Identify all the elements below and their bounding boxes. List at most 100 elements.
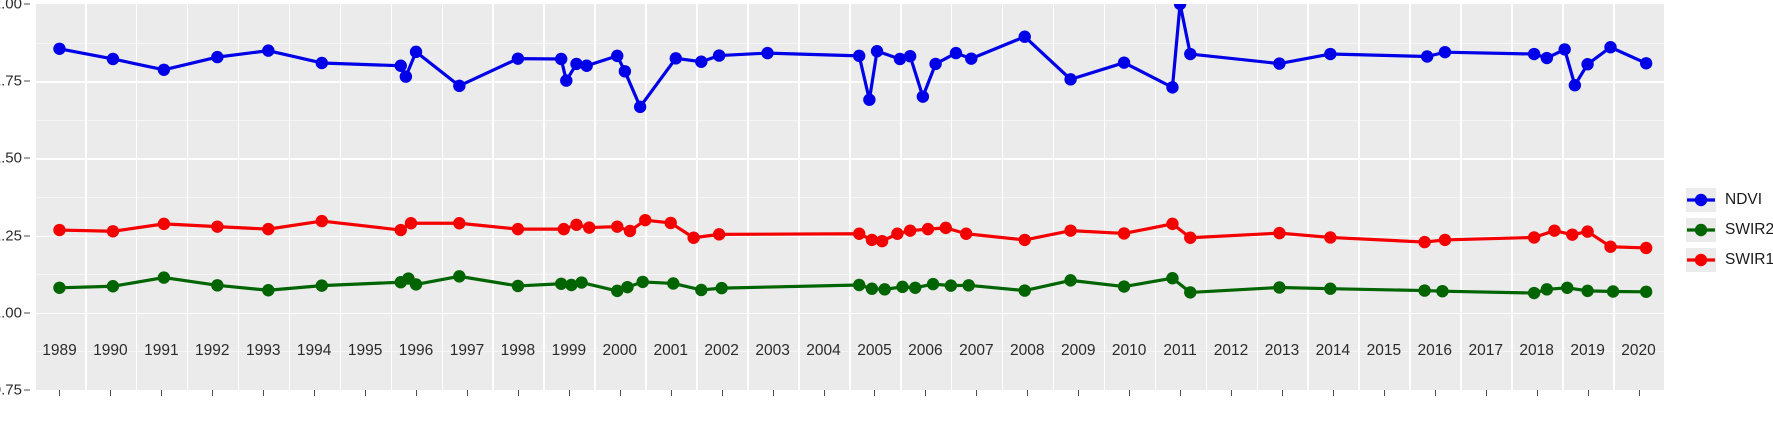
x-tick-mark [466, 390, 468, 396]
x-tick-mark [517, 390, 519, 396]
gridline-vertical [1205, 4, 1208, 390]
x-tick-mark [365, 390, 367, 396]
x-tick-label: 2001 [653, 342, 688, 359]
gridline-vertical [1562, 4, 1564, 390]
legend-item-swir2[interactable]: SWIR2 [1686, 218, 1773, 242]
x-tick-label: 1999 [551, 342, 587, 359]
legend-marker-icon [1686, 248, 1716, 272]
data-point [211, 279, 224, 292]
data-point [865, 233, 879, 247]
data-point [916, 90, 930, 103]
series-swir1 [53, 213, 1653, 255]
data-point [570, 57, 583, 71]
gridline-vertical [135, 4, 138, 390]
data-point [583, 221, 596, 234]
gridline-vertical [594, 4, 596, 390]
data-point [453, 217, 466, 230]
gridline-vertical [1154, 4, 1157, 390]
data-point [1420, 50, 1434, 63]
data-point [1436, 284, 1449, 298]
data-point [1639, 285, 1653, 298]
x-tick-mark [1536, 390, 1538, 396]
x-tick-mark [1180, 390, 1182, 396]
data-point [1166, 217, 1179, 231]
data-point [1117, 280, 1131, 293]
series-line [57, 218, 1648, 250]
data-point [852, 49, 866, 63]
data-point [409, 45, 423, 59]
data-point [315, 56, 328, 70]
x-tick-mark [874, 390, 876, 396]
gridline-vertical [1511, 4, 1513, 390]
y-tick-label: 1.00 [0, 304, 22, 322]
data-point [949, 46, 963, 60]
legend-item-swir1[interactable]: SWIR1 [1686, 248, 1773, 272]
x-tick-label: 2010 [1111, 342, 1147, 359]
data-point [453, 270, 466, 283]
data-point [53, 223, 66, 237]
data-point [106, 52, 120, 66]
data-point [618, 65, 632, 78]
data-point [1438, 45, 1452, 59]
y-tick-mark [24, 235, 30, 237]
data-point [1581, 284, 1594, 298]
x-tick-mark [1434, 390, 1436, 396]
gridline-vertical [84, 4, 87, 390]
x-tick-label: 2005 [857, 342, 892, 359]
data-point [394, 59, 407, 72]
gridline-vertical [1001, 4, 1004, 390]
data-point [453, 79, 466, 93]
gridline-vertical [696, 4, 698, 390]
gridline-vertical [899, 4, 902, 390]
data-point [1418, 235, 1431, 249]
y-tick-mark [24, 312, 30, 314]
gridline-vertical [1307, 4, 1310, 390]
x-tick-mark [212, 390, 214, 396]
data-point [633, 100, 647, 114]
x-tick-label: 2016 [1417, 342, 1453, 359]
data-point [1273, 226, 1286, 240]
gridline-vertical [1460, 4, 1462, 390]
x-tick-mark [59, 390, 61, 396]
data-point [1166, 81, 1179, 94]
x-tick-mark [1078, 390, 1080, 396]
data-point [1273, 281, 1286, 294]
x-tick-label: 2018 [1519, 342, 1554, 359]
data-point [1566, 228, 1579, 241]
x-tick-mark [1383, 390, 1385, 396]
data-point [1604, 41, 1617, 54]
gridline-vertical [798, 4, 800, 390]
x-tick-mark [110, 390, 112, 396]
data-point [211, 50, 224, 64]
x-tick-label: 2014 [1315, 342, 1351, 359]
data-point [1184, 286, 1197, 299]
x-tick-mark [772, 390, 774, 396]
legend-item-ndvi[interactable]: NDVI [1686, 188, 1773, 212]
data-point [409, 278, 423, 291]
data-point [921, 222, 935, 236]
x-tick-label: 2011 [1163, 342, 1197, 359]
data-point [560, 74, 573, 87]
data-point [1117, 227, 1131, 240]
x-tick-label: 2002 [704, 342, 739, 359]
data-point [1273, 57, 1286, 70]
data-point [53, 42, 66, 55]
data-point [1064, 274, 1077, 287]
gridline-vertical [1613, 4, 1615, 390]
data-point [1184, 231, 1197, 244]
x-tick-mark [1485, 390, 1487, 396]
x-tick-mark [1231, 390, 1233, 396]
data-point [896, 280, 909, 294]
series-line [57, 274, 1648, 295]
x-tick-label: 1991 [144, 342, 179, 359]
data-point [875, 234, 889, 248]
y-tick-mark [24, 389, 30, 391]
data-point [399, 70, 413, 83]
data-point [944, 279, 958, 292]
data-point [893, 52, 907, 66]
data-point [557, 222, 570, 236]
y-axis: 0.75 1.00 1.25 1.50 1.75 2.00 [0, 0, 34, 442]
data-point [1418, 284, 1431, 297]
x-tick-label: 1993 [245, 342, 281, 359]
